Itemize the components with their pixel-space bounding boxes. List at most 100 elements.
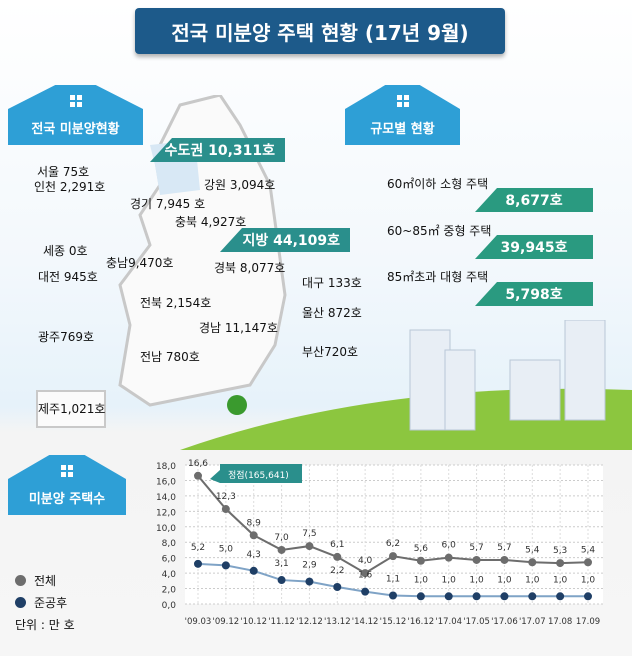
regional-total-tag: 지방 44,109호	[220, 228, 350, 252]
data-label: 4,3	[247, 550, 261, 560]
x-tick-label: '11.12	[268, 617, 295, 627]
data-point	[389, 552, 397, 561]
data-label: 4,0	[358, 556, 373, 566]
hill-shape	[180, 388, 632, 450]
peak-callout	[210, 464, 302, 483]
size-section-title: 규모별 현황	[370, 122, 435, 137]
y-tick-label: 14,0	[156, 493, 176, 503]
data-point	[416, 556, 425, 565]
region-jeonnam: 전남 780호	[140, 350, 200, 364]
data-point	[361, 569, 370, 578]
y-tick-label: 18,0	[156, 462, 176, 472]
window-icon	[69, 95, 82, 107]
data-label: 7,0	[274, 533, 289, 543]
map-section-title: 전국 미분양현황	[31, 122, 120, 137]
data-label: 1,1	[386, 575, 400, 585]
x-tick-label: '16.12	[408, 617, 435, 627]
line-chart: 0,0 2,0 4,0 6,0 8,0 10,0 12,0 14,0 16,0 18,0 '09.0…	[156, 459, 603, 627]
data-point	[556, 592, 565, 601]
size-label-large: 85㎡초과 대형 주택	[387, 270, 489, 284]
data-label: 1,0	[581, 575, 596, 585]
legend-total: 전체	[15, 572, 56, 589]
x-tick-label: '17.06	[491, 617, 518, 627]
region-gangwon: 강원 3,094호	[204, 178, 276, 192]
data-point	[305, 542, 314, 551]
region-gyeongnam: 경남 11,147호	[199, 321, 278, 335]
region-gwangju: 광주769호	[38, 330, 95, 344]
data-point	[194, 471, 202, 480]
data-point	[249, 566, 258, 575]
data-point	[500, 592, 509, 601]
region-chungnam: 충남9,470호	[106, 256, 174, 270]
data-point	[194, 559, 202, 568]
x-tick-label: '14.12	[352, 617, 379, 627]
building-icon	[444, 349, 476, 431]
x-tick-label: '15.12	[380, 617, 407, 627]
x-tick-label: '09.03	[185, 617, 212, 627]
page-title: 전국 미분양 주택 현황 (17년 9월)	[135, 8, 505, 54]
size-value-large: 5,798호	[475, 282, 593, 306]
chart-section-title: 미분양 주택수	[28, 492, 106, 507]
data-label: 1,0	[469, 575, 484, 585]
data-point	[528, 558, 537, 567]
data-point	[416, 592, 425, 601]
capital-total-tag: 수도권 10,311호	[150, 138, 285, 162]
data-label: 5,3	[553, 546, 567, 556]
data-point	[444, 592, 453, 601]
data-label: 5,4	[525, 545, 540, 555]
region-jeju: 제주1,021호	[38, 402, 106, 416]
data-label: 1,0	[497, 575, 512, 585]
legend-total-marker	[15, 575, 26, 586]
building-icon	[509, 359, 561, 421]
data-point	[221, 505, 230, 514]
x-tick-label: '10.12	[240, 617, 267, 627]
legend-completed: 준공후	[15, 594, 67, 611]
tree-icon	[227, 395, 247, 415]
data-point	[361, 587, 370, 596]
x-tick-label: 17.08	[548, 617, 572, 627]
building-icon	[409, 329, 451, 431]
data-label: 1,0	[414, 575, 429, 585]
region-chungbuk: 충북 4,927호	[175, 215, 247, 229]
data-label: 6,0	[442, 541, 457, 551]
data-label: 5,4	[581, 545, 596, 555]
data-point	[333, 552, 342, 561]
window-icon	[396, 95, 409, 107]
size-label-medium: 60~85㎡ 중형 주택	[387, 224, 492, 238]
region-ulsan: 울산 872호	[302, 306, 362, 320]
data-label: 5,7	[469, 543, 483, 553]
data-point	[528, 592, 537, 601]
region-daejeon: 대전 945호	[38, 270, 98, 284]
region-busan: 부산720호	[302, 345, 359, 359]
data-point	[249, 531, 258, 540]
data-point	[472, 555, 481, 564]
region-seoul: 서울 75호	[37, 165, 90, 179]
data-label: 1,0	[553, 575, 568, 585]
unit-label: 단위 : 만 호	[15, 618, 75, 632]
building-icon	[564, 320, 606, 421]
window-icon	[61, 465, 73, 477]
data-label: 5,2	[191, 543, 205, 553]
data-point	[556, 559, 565, 568]
data-label: 5,0	[219, 544, 234, 554]
x-tick-label: '17.04	[435, 617, 462, 627]
y-tick-label: 6,0	[162, 555, 177, 565]
size-value-medium: 39,945호	[475, 235, 593, 259]
data-label: 8,9	[247, 518, 262, 528]
data-point	[584, 592, 592, 601]
data-label: 3,1	[274, 559, 288, 569]
legend-completed-label: 준공후	[34, 596, 68, 610]
data-point	[444, 553, 453, 562]
y-tick-label: 12,0	[156, 508, 176, 518]
region-jeonbuk: 전북 2,154호	[140, 296, 212, 310]
size-label-small: 60㎡이하 소형 주택	[387, 177, 489, 191]
x-tick-label: '17.07	[519, 617, 546, 627]
y-tick-label: 10,0	[156, 524, 176, 534]
data-label: 1,0	[442, 575, 457, 585]
data-label: 2,9	[302, 561, 317, 571]
chart-section-header: 미분양 주택수	[8, 455, 126, 515]
data-label: 5,6	[414, 544, 429, 554]
data-label: 5,7	[497, 543, 511, 553]
data-point	[500, 555, 509, 564]
size-section-header: 규모별 현황	[345, 85, 460, 145]
